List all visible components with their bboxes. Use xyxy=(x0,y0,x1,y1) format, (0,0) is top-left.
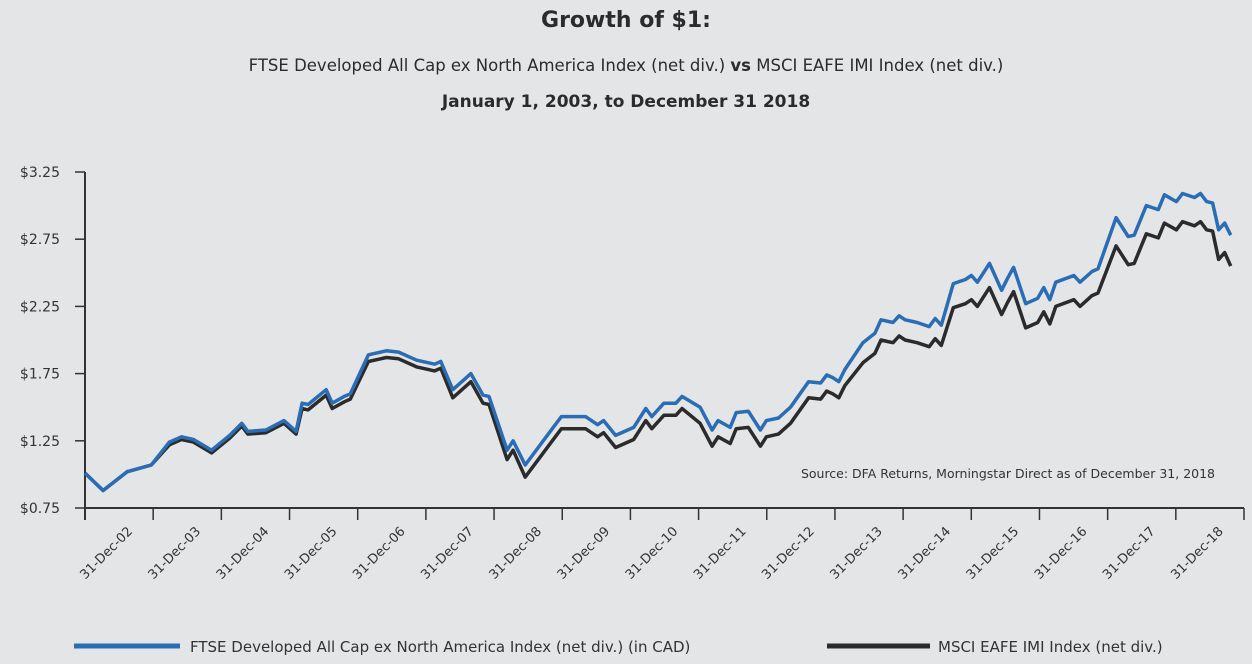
y-tick-label: $1.75 xyxy=(20,367,60,383)
x-tick-label: 31-Dec-09 xyxy=(555,524,613,582)
x-tick-label: 31-Dec-07 xyxy=(418,524,476,582)
x-tick-label: 31-Dec-13 xyxy=(827,524,885,582)
x-tick-label: 31-Dec-15 xyxy=(964,524,1022,582)
x-tick-label: 31-Dec-17 xyxy=(1100,524,1158,582)
x-tick-label: 31-Dec-16 xyxy=(1032,524,1090,582)
source-note: Source: DFA Returns, Morningstar Direct … xyxy=(801,466,1215,481)
chart-date-range: January 1, 2003, to December 31 2018 xyxy=(441,92,811,112)
x-tick-label: 31-Dec-18 xyxy=(1168,524,1226,582)
y-tick-label: $2.25 xyxy=(20,299,60,315)
x-tick-label: 31-Dec-04 xyxy=(214,524,272,582)
y-tick-label: $1.25 xyxy=(20,434,60,450)
x-tick-label: 31-Dec-03 xyxy=(146,524,204,582)
chart-title: Growth of $1: xyxy=(541,8,711,33)
x-tick-label: 31-Dec-10 xyxy=(623,524,681,582)
subtitle-index-b: MSCI EAFE IMI Index (net div.) xyxy=(756,56,1004,75)
x-tick-label: 31-Dec-05 xyxy=(282,524,340,582)
x-tick-label: 31-Dec-02 xyxy=(77,524,135,582)
series-line-msci xyxy=(83,219,1233,493)
subtitle-index-a: FTSE Developed All Cap ex North America … xyxy=(248,56,726,75)
legend-label-msci: MSCI EAFE IMI Index (net div.) xyxy=(938,638,1163,656)
chart-subtitle: FTSE Developed All Cap ex North America … xyxy=(0,56,1252,75)
subtitle-vs: vs xyxy=(730,56,751,75)
series-line-ftse xyxy=(83,191,1233,493)
x-tick-label: 31-Dec-12 xyxy=(759,524,817,582)
x-tick-label: 31-Dec-06 xyxy=(350,524,408,582)
x-tick-label: 31-Dec-11 xyxy=(691,524,749,582)
y-tick-label: $2.75 xyxy=(20,232,60,248)
x-tick-label: 31-Dec-08 xyxy=(487,524,545,582)
y-tick-label: $3.25 xyxy=(20,165,60,181)
legend-label-ftse: FTSE Developed All Cap ex North America … xyxy=(190,638,690,656)
x-tick-label: 31-Dec-14 xyxy=(896,524,954,582)
y-tick-label: $0.75 xyxy=(20,501,60,517)
